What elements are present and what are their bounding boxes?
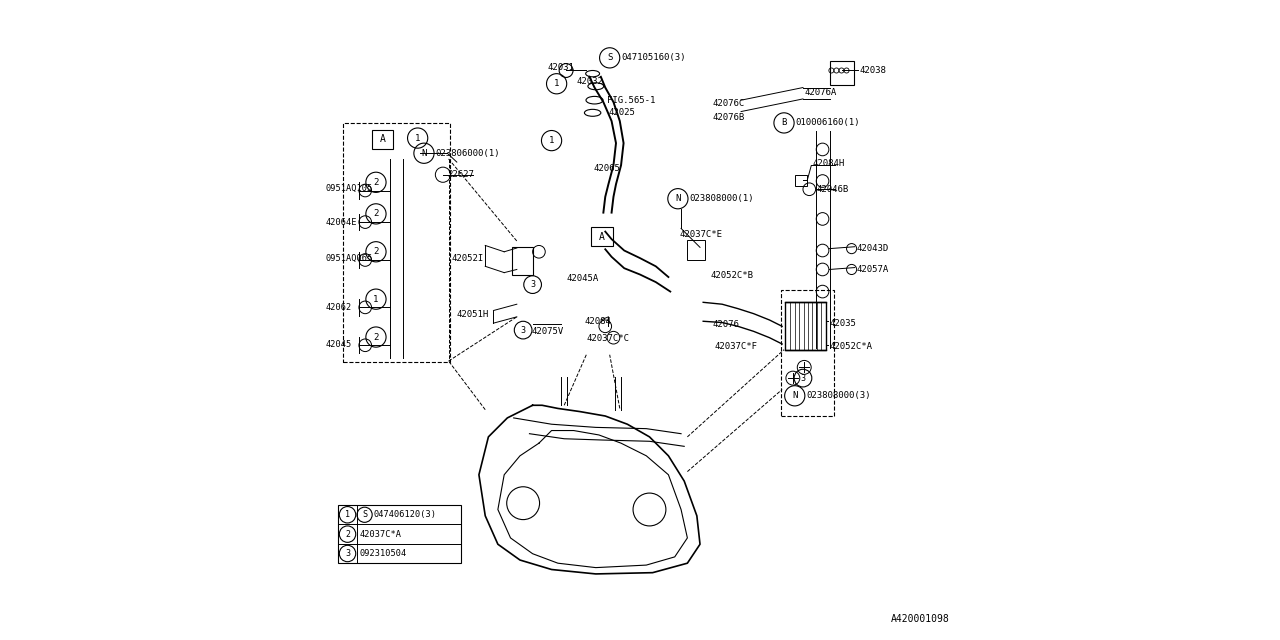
Text: 3: 3 <box>530 280 535 289</box>
Text: 2: 2 <box>374 178 379 187</box>
Text: 1: 1 <box>415 134 420 143</box>
Text: 42032: 42032 <box>577 77 604 86</box>
Text: 42057A: 42057A <box>856 265 888 274</box>
Text: 42076: 42076 <box>713 320 740 329</box>
Text: N: N <box>676 194 681 204</box>
Text: 42076C: 42076C <box>712 99 744 108</box>
Text: 1: 1 <box>554 79 559 88</box>
Text: S: S <box>607 53 612 62</box>
Text: 42045: 42045 <box>325 339 352 349</box>
Text: 42025: 42025 <box>608 108 635 117</box>
Text: 2: 2 <box>374 209 379 218</box>
Text: 42075V: 42075V <box>531 327 563 336</box>
Text: 1: 1 <box>549 136 554 145</box>
Bar <box>687 240 705 260</box>
Text: 3: 3 <box>521 326 526 335</box>
Text: 42045A: 42045A <box>567 275 599 284</box>
Text: N: N <box>792 391 797 400</box>
Text: 0951AQ105: 0951AQ105 <box>325 184 372 193</box>
Text: 023806000(1): 023806000(1) <box>435 148 499 157</box>
Text: 42065: 42065 <box>594 164 621 173</box>
Text: 42037C*C: 42037C*C <box>586 335 630 344</box>
Text: 3: 3 <box>346 549 349 558</box>
Text: S: S <box>362 510 367 519</box>
Bar <box>512 247 534 275</box>
Text: 42084H: 42084H <box>813 159 845 168</box>
Text: 42076B: 42076B <box>712 113 744 122</box>
Bar <box>338 505 461 563</box>
Text: 42062: 42062 <box>325 303 352 312</box>
Text: 092310504: 092310504 <box>360 549 407 558</box>
Text: 047406120(3): 047406120(3) <box>374 510 436 519</box>
Text: 42038: 42038 <box>860 66 887 75</box>
Text: 047105160(3): 047105160(3) <box>621 53 686 62</box>
Bar <box>786 302 827 349</box>
Text: 42035: 42035 <box>829 319 856 328</box>
Text: B: B <box>781 118 787 127</box>
Text: 42037C*E: 42037C*E <box>680 230 722 239</box>
Text: A420001098: A420001098 <box>891 614 950 625</box>
Text: 023808000(1): 023808000(1) <box>689 194 754 204</box>
Text: 42052C*A: 42052C*A <box>829 342 873 351</box>
Text: A: A <box>379 134 385 145</box>
Text: 22627: 22627 <box>447 170 474 179</box>
Text: 2: 2 <box>374 333 379 342</box>
Text: 1: 1 <box>346 510 349 519</box>
Text: 010006160(1): 010006160(1) <box>795 118 860 127</box>
Text: 42052I: 42052I <box>452 253 484 262</box>
Text: 1: 1 <box>374 294 379 303</box>
Text: 42043D: 42043D <box>856 244 888 253</box>
Text: FIG.565-1: FIG.565-1 <box>607 96 655 105</box>
Text: 2: 2 <box>346 530 349 539</box>
Text: 2: 2 <box>374 247 379 256</box>
Text: 42064E: 42064E <box>325 218 357 227</box>
Text: N: N <box>421 148 426 157</box>
Text: 42076A: 42076A <box>804 88 837 97</box>
Text: 023808000(3): 023808000(3) <box>806 391 870 400</box>
Text: 42031: 42031 <box>548 63 575 72</box>
Text: A: A <box>599 232 605 242</box>
Bar <box>829 61 854 85</box>
Text: 42037C*F: 42037C*F <box>714 342 758 351</box>
Text: 42052C*B: 42052C*B <box>710 271 754 280</box>
Text: 3: 3 <box>800 374 805 383</box>
Text: 0951AQ065: 0951AQ065 <box>325 254 372 263</box>
Text: 42037C*A: 42037C*A <box>360 530 402 539</box>
Text: 42084: 42084 <box>585 317 612 326</box>
Bar <box>795 175 808 186</box>
Text: 42051H: 42051H <box>457 310 489 319</box>
Text: 42046B: 42046B <box>817 185 849 194</box>
